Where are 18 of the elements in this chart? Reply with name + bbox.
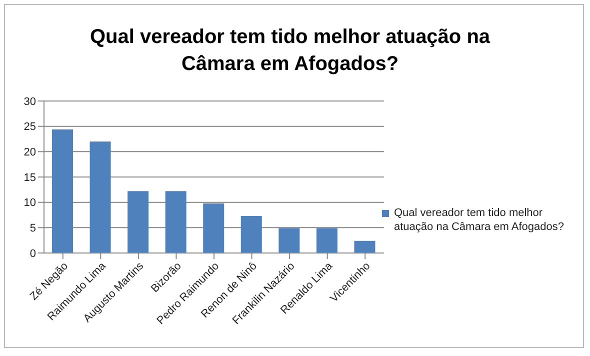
y-tick-label: 10 <box>24 197 36 210</box>
bar <box>278 228 300 253</box>
bar <box>52 129 73 253</box>
y-tick-label: 25 <box>24 121 36 134</box>
bar <box>165 191 186 253</box>
y-tick-label: 20 <box>24 146 36 159</box>
bar <box>354 240 376 253</box>
bar <box>90 142 111 253</box>
legend-label: Qual vereador tem tido melhor atuação na Câmara em Afogados? <box>394 206 566 234</box>
y-tick-label: 5 <box>30 222 36 235</box>
bar <box>203 203 224 253</box>
bar <box>240 216 262 253</box>
y-tick-label: 15 <box>24 172 36 184</box>
bar <box>316 228 338 253</box>
bar <box>128 191 149 253</box>
y-tick-label: 0 <box>30 248 36 260</box>
chart-title: Qual vereador tem tido melhor atuação na Câmara em Afogados? <box>88 25 492 77</box>
y-tick-label: 30 <box>24 96 36 108</box>
